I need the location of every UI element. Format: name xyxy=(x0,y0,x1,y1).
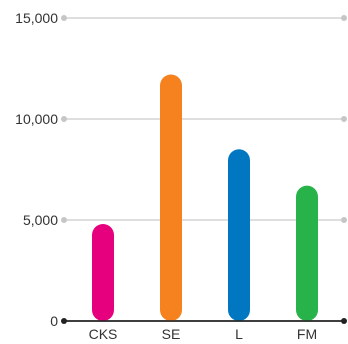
gridline-start-dot xyxy=(61,116,67,122)
gridline-end-dot xyxy=(341,15,347,21)
x-tick-labels: CKS SE L FM xyxy=(89,326,318,342)
y-tick-label: 10,000 xyxy=(15,111,58,127)
y-tick-label: 0 xyxy=(50,313,58,329)
bar-l xyxy=(228,149,250,321)
gridline-start-dot xyxy=(61,15,67,21)
x-tick-label: FM xyxy=(297,326,317,342)
x-tick-label: L xyxy=(235,326,243,342)
bar-layer xyxy=(64,74,344,322)
x-tick-label: SE xyxy=(162,326,181,342)
bar-cks xyxy=(92,224,114,321)
bar-fm xyxy=(296,185,318,321)
gridline-end-dot xyxy=(341,217,347,223)
y-tick-label: 15,000 xyxy=(15,10,58,26)
y-tick-labels: 0 5,000 10,000 15,000 xyxy=(15,10,58,329)
bar-se xyxy=(160,74,182,321)
gridline-end-dot xyxy=(341,116,347,122)
y-tick-label: 5,000 xyxy=(23,212,58,228)
gridline-start-dot xyxy=(61,217,67,223)
x-tick-label: CKS xyxy=(89,326,118,342)
